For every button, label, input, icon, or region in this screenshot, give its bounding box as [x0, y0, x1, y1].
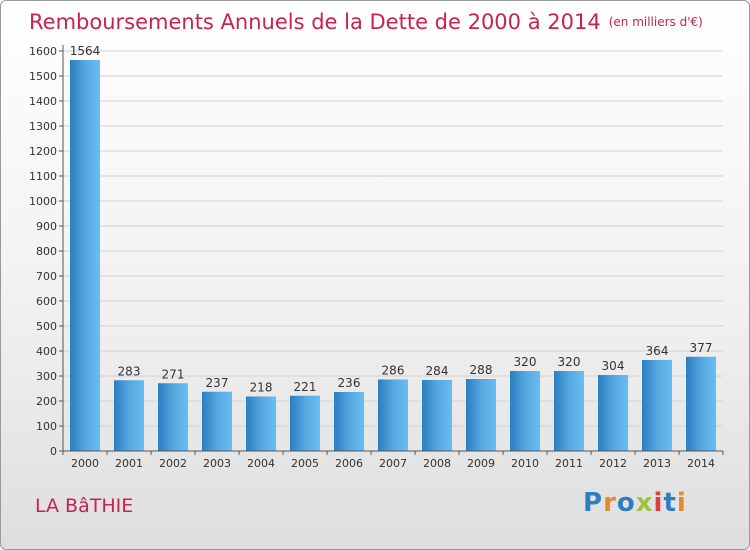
y-tick-label: 1300	[29, 120, 57, 133]
bar-2002	[158, 383, 188, 451]
data-label: 288	[470, 363, 493, 377]
y-tick-label: 400	[36, 345, 57, 358]
y-tick-label: 1000	[29, 195, 57, 208]
x-tick-label: 2006	[335, 457, 363, 470]
commune-name: LA BâTHIE	[35, 495, 134, 517]
chart-title: Remboursements Annuels de la Dette de 20…	[29, 10, 703, 34]
x-tick-label: 2013	[643, 457, 671, 470]
logo-letter: P	[583, 488, 604, 518]
x-tick-label: 2005	[291, 457, 319, 470]
data-label: 320	[514, 355, 537, 369]
x-tick-label: 2014	[687, 457, 715, 470]
y-tick-label: 1400	[29, 95, 57, 108]
data-label: 304	[602, 359, 625, 373]
x-tick-label: 2004	[247, 457, 275, 470]
bar-2003	[202, 391, 232, 451]
x-tick-label: 2011	[555, 457, 583, 470]
y-tick-label: 600	[36, 295, 57, 308]
x-tick-label: 2012	[599, 457, 627, 470]
y-tick-label: 1600	[29, 45, 57, 58]
y-tick-label: 900	[36, 220, 57, 233]
bar-2012	[598, 375, 628, 451]
data-label: 364	[646, 344, 669, 358]
logo-letter: r	[603, 488, 617, 518]
data-label: 237	[206, 376, 229, 390]
y-tick-label: 500	[36, 320, 57, 333]
data-label: 236	[338, 376, 361, 390]
bar-2014	[686, 356, 716, 451]
bar-2011	[554, 371, 584, 451]
bar-2009	[466, 379, 496, 451]
y-tick-label: 700	[36, 270, 57, 283]
chart-unit: (en milliers d'€)	[608, 15, 703, 29]
logo-letter: t	[663, 488, 677, 518]
data-label: 1564	[70, 44, 101, 58]
y-tick-label: 1100	[29, 170, 57, 183]
x-tick-label: 2000	[71, 457, 99, 470]
bar-2001	[114, 380, 144, 451]
bar-2004	[246, 396, 276, 451]
data-label: 320	[558, 355, 581, 369]
x-tick-label: 2009	[467, 457, 495, 470]
bar-2006	[334, 392, 364, 451]
bar-2007	[378, 379, 408, 451]
bars	[70, 60, 716, 451]
data-label: 271	[162, 367, 185, 381]
bar-2005	[290, 395, 320, 451]
y-tick-label: 300	[36, 370, 57, 383]
bar-2008	[422, 380, 452, 451]
y-tick-label: 1200	[29, 145, 57, 158]
data-label: 221	[294, 380, 317, 394]
data-label: 286	[382, 364, 405, 378]
x-tick-label: 2002	[159, 457, 187, 470]
bar-2013	[642, 360, 672, 451]
bar-2010	[510, 371, 540, 451]
logo-letter: i	[653, 488, 664, 518]
proxiti-logo[interactable]: Proxiti	[583, 488, 687, 518]
data-label: 284	[426, 364, 449, 378]
y-tick-label: 1500	[29, 70, 57, 83]
y-tick-label: 800	[36, 245, 57, 258]
axes	[59, 45, 724, 455]
x-tick-label: 2010	[511, 457, 539, 470]
y-tick-label: 0	[50, 445, 57, 458]
x-tick-label: 2007	[379, 457, 407, 470]
x-tick-label: 2008	[423, 457, 451, 470]
logo-letter: i	[676, 488, 687, 518]
y-tick-label: 100	[36, 420, 57, 433]
labels: 0 100 200 300 400 500 600 700 800 900 1000 1100 1200…	[29, 44, 715, 470]
logo-letter: x	[635, 488, 654, 518]
data-label: 377	[690, 341, 713, 355]
x-tick-label: 2001	[115, 457, 143, 470]
x-tick-label: 2003	[203, 457, 231, 470]
bar-2000	[70, 60, 100, 451]
logo-letter: o	[616, 488, 636, 518]
chart-title-text: Remboursements Annuels de la Dette de 20…	[29, 10, 601, 34]
y-tick-label: 200	[36, 395, 57, 408]
data-label: 283	[118, 364, 141, 378]
data-label: 218	[250, 381, 273, 395]
